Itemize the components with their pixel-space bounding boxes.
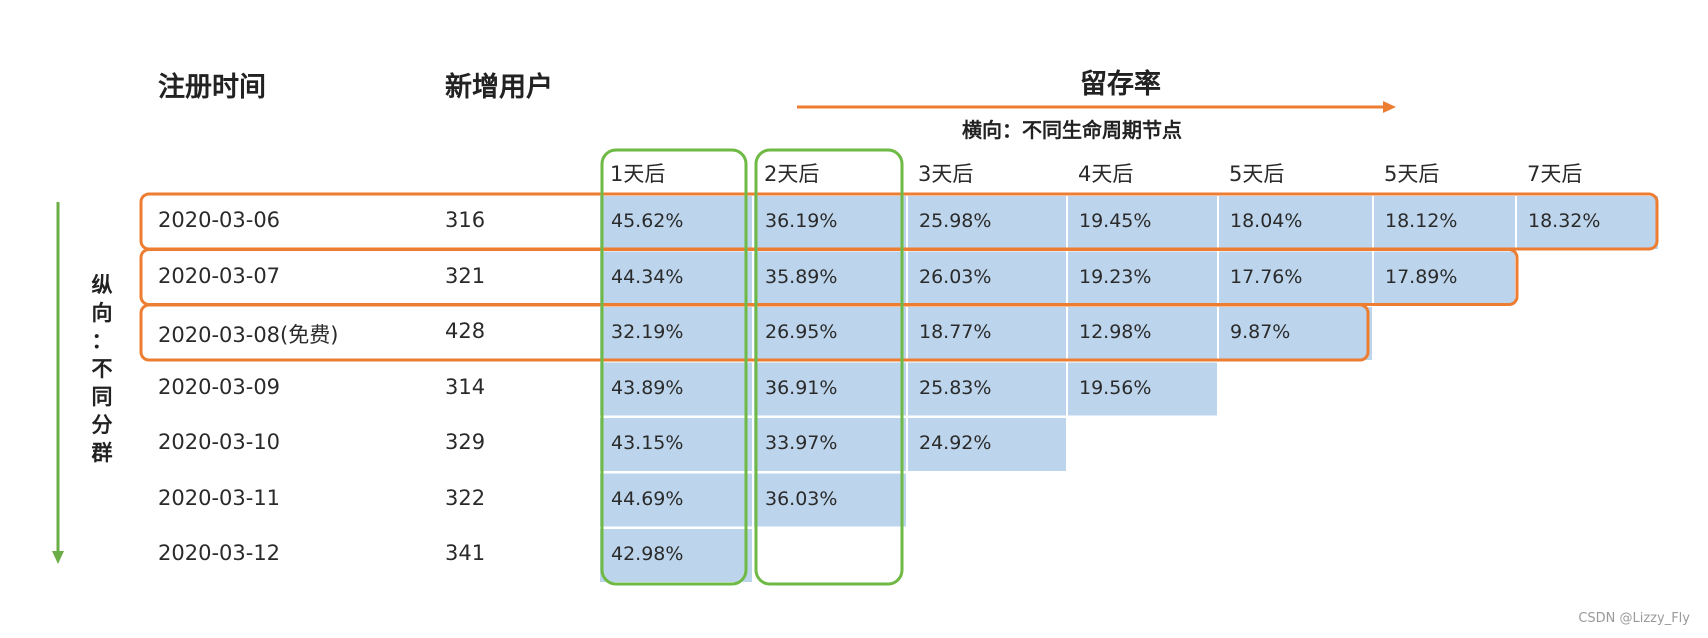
row-date: 2020-03-06 [158, 208, 281, 232]
horizontal-arrow-head [1383, 101, 1396, 113]
retention-value: 43.89% [611, 376, 684, 399]
retention-value: 18.12% [1385, 210, 1458, 232]
vertical-arrow-head [52, 551, 64, 564]
retention-value: 36.03% [765, 487, 838, 510]
retention-cell [908, 418, 1066, 471]
vertical-note-char: 不 [91, 357, 113, 381]
header-new-users: 新增用户 [445, 72, 553, 103]
horizontal-note: 横向：不同生命周期节点 [962, 118, 1182, 142]
retention-cell [1517, 196, 1658, 249]
retention-value: 19.45% [1079, 210, 1152, 232]
retention-cell [600, 529, 752, 582]
retention-cell [754, 418, 906, 471]
row-date: 2020-03-07 [158, 263, 281, 288]
retention-cell [600, 473, 752, 527]
retention-cell [754, 251, 906, 305]
vertical-note-char: ： [91, 329, 113, 353]
retention-cell [908, 362, 1066, 416]
column-highlight-box [600, 148, 748, 586]
retention-cell [754, 307, 906, 360]
row-new-users: 341 [445, 541, 486, 565]
retention-value: 17.89% [1385, 265, 1458, 288]
row-new-users: 314 [445, 374, 486, 399]
column-header: 7天后 [1527, 162, 1583, 186]
retention-cell [754, 473, 906, 527]
row-new-users: 321 [445, 263, 486, 288]
retention-value: 18.32% [1528, 210, 1601, 232]
retention-value: 17.76% [1230, 265, 1303, 288]
row-date: 2020-03-11 [158, 485, 281, 510]
retention-cell [1219, 251, 1372, 305]
header-retention: 留存率 [1080, 69, 1161, 100]
vertical-note-char: 纵 [91, 273, 113, 297]
row-new-users: 316 [445, 208, 486, 232]
vertical-note-char: 分 [91, 413, 113, 437]
retention-value: 36.91% [765, 376, 838, 399]
retention-value: 24.92% [919, 432, 992, 454]
column-highlight-box [754, 148, 904, 586]
column-header: 5天后 [1384, 162, 1440, 186]
vertical-note-char: 同 [91, 385, 113, 409]
retention-value: 36.19% [765, 210, 838, 232]
column-header: 1天后 [610, 162, 666, 186]
retention-cell [600, 307, 752, 360]
retention-value: 35.89% [765, 265, 838, 288]
row-date: 2020-03-10 [158, 430, 281, 454]
retention-value: 9.87% [1230, 321, 1291, 343]
retention-cell [908, 251, 1066, 305]
retention-value: 43.15% [611, 432, 684, 454]
retention-value: 26.03% [919, 265, 992, 288]
row-date: 2020-03-12 [158, 541, 281, 565]
vertical-note-char: 群 [91, 441, 113, 465]
retention-value: 45.62% [611, 210, 684, 232]
retention-cell [1068, 307, 1217, 360]
retention-value: 19.23% [1079, 265, 1152, 288]
retention-value: 42.98% [611, 543, 684, 565]
retention-value: 44.69% [611, 487, 684, 510]
row-new-users: 329 [445, 430, 486, 454]
retention-cell [1068, 196, 1217, 249]
row-new-users: 428 [445, 319, 486, 343]
retention-value: 18.04% [1230, 210, 1303, 232]
retention-value: 25.83% [919, 376, 992, 399]
retention-cell [600, 251, 752, 305]
column-header: 5天后 [1229, 162, 1285, 186]
header-reg-time: 注册时间 [158, 72, 266, 103]
row-new-users: 322 [445, 485, 486, 510]
retention-cell [1374, 196, 1515, 249]
retention-value: 32.19% [611, 321, 684, 343]
retention-cell [1068, 362, 1217, 416]
retention-value: 44.34% [611, 265, 684, 288]
retention-cell [600, 418, 752, 471]
retention-cell [754, 362, 906, 416]
retention-value: 12.98% [1079, 321, 1152, 343]
retention-cell [600, 362, 752, 416]
retention-cell [1219, 196, 1372, 249]
retention-value: 19.56% [1079, 376, 1152, 399]
retention-cell [908, 307, 1066, 360]
retention-cell [1068, 251, 1217, 305]
retention-value: 18.77% [919, 321, 992, 343]
retention-cell [754, 196, 906, 249]
row-date: 2020-03-09 [158, 374, 281, 399]
column-header: 3天后 [918, 162, 974, 186]
vertical-note: 纵向 ： 不同分群 [90, 275, 114, 471]
column-header: 2天后 [764, 162, 820, 186]
column-header: 4天后 [1078, 162, 1134, 186]
retention-cell [1374, 251, 1515, 305]
retention-value: 33.97% [765, 432, 838, 454]
retention-value: 25.98% [919, 210, 992, 232]
retention-cell [908, 196, 1066, 249]
watermark: CSDN @Lizzy_Fly [1578, 611, 1690, 626]
retention-value: 26.95% [765, 321, 838, 343]
retention-cell [600, 196, 752, 249]
vertical-note-char: 向 [91, 301, 113, 325]
row-date: 2020-03-08(免费) [158, 323, 339, 347]
retention-cell [1219, 307, 1372, 360]
